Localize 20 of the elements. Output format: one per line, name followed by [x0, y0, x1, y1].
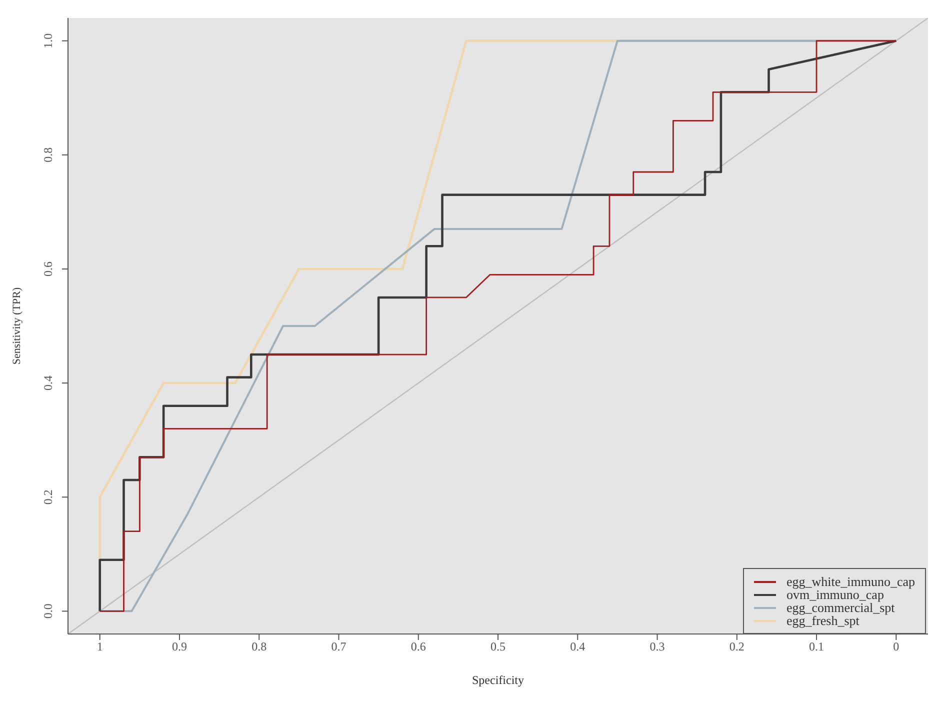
- x-tick-label: 0.3: [650, 640, 665, 654]
- y-tick-label: 0.0: [41, 604, 55, 619]
- x-tick-label: 0.4: [570, 640, 586, 654]
- x-tick-label: 0.6: [410, 640, 426, 654]
- y-tick-label: 0.6: [41, 261, 55, 276]
- x-tick-label: 1: [96, 640, 103, 654]
- y-axis-title: Sensitivity (TPR): [10, 287, 23, 365]
- legend-label: egg_white_immuno_cap: [786, 574, 915, 589]
- x-tick-label: 0.5: [490, 640, 506, 654]
- y-tick-label: 0.4: [41, 376, 55, 391]
- x-tick-label: 0: [893, 640, 900, 654]
- x-axis-title: Specificity: [472, 673, 524, 687]
- x-tick-label: 0.7: [331, 640, 346, 654]
- y-tick-label: 1.0: [41, 33, 55, 48]
- x-tick-label: 0.1: [809, 640, 824, 654]
- x-tick-label: 0.8: [252, 640, 267, 654]
- x-tick-label: 0.9: [172, 640, 187, 654]
- y-tick-label: 0.8: [41, 147, 55, 162]
- x-tick-label: 0.2: [729, 640, 744, 654]
- y-tick-label: 0.2: [41, 490, 55, 505]
